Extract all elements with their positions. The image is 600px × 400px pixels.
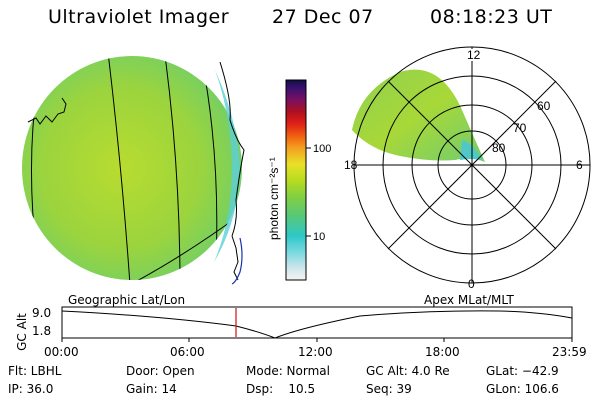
timeline-xtick-0000: 00:00 [44, 345, 79, 359]
mlt-meridians [354, 47, 590, 283]
info-dsp: Dsp: 10.5 [246, 382, 316, 396]
colorbar-units: photon cm⁻²s⁻¹ [267, 157, 281, 240]
auroral-oval [352, 69, 485, 162]
info-seq: Seq: 39 [366, 382, 412, 396]
colorbar-label-100: 100 [313, 143, 331, 155]
coastline-blue [231, 237, 243, 285]
polar-mlt-plot: 12 18 6 0 60 70 80 [344, 46, 591, 291]
colorbar-scale [285, 79, 307, 281]
info-glon: GLon: 106.6 [486, 382, 559, 396]
timeline-ytick-top: 9.0 [32, 306, 52, 320]
timeline-ticks [61, 338, 573, 342]
mlt-label-12: 12 [467, 48, 481, 62]
coastlines [27, 61, 245, 281]
info-glat: GLat: −42.9 [486, 364, 559, 378]
right-panel-label: Apex MLat/MLT [424, 293, 514, 307]
timeline-xtick-2359: 23:59 [552, 345, 587, 359]
mlat-label-60: 60 [537, 99, 551, 113]
colorbar-label-10: 10 [313, 231, 325, 243]
timeline-xtick-0600: 06:00 [170, 345, 205, 359]
info-door: Door: Open [126, 364, 195, 378]
mlat-label-80: 80 [492, 141, 506, 155]
mlt-label-18: 18 [344, 158, 358, 172]
limb-edge [214, 70, 240, 262]
info-gc-alt: GC Alt: 4.0 Re [366, 364, 450, 378]
observation-time: 08:18:23 UT [430, 6, 553, 28]
info-mode: Mode: Normal [246, 364, 330, 378]
timeline-ytick-bottom: 1.8 [32, 324, 52, 338]
observation-date: 27 Dec 07 [272, 6, 374, 28]
timeline-xtick-1800: 18:00 [425, 345, 460, 359]
info-ip: IP: 36.0 [8, 382, 54, 396]
dayglow-disk [22, 56, 242, 280]
instrument-title: Ultraviolet Imager [48, 6, 230, 28]
timeline-xtick-1200: 12:00 [298, 345, 333, 359]
timeline-ylabel: GC Alt [15, 313, 29, 351]
mlt-label-0: 0 [468, 277, 475, 291]
oval-edge [460, 140, 482, 160]
info-filter: Flt: LBHL [8, 364, 62, 378]
altitude-timeline [61, 306, 573, 342]
left-panel-label: Geographic Lat/Lon [68, 293, 186, 307]
uv-earth-image [22, 56, 245, 285]
info-gain: Gain: 14 [126, 382, 177, 396]
altitude-curve [61, 310, 573, 339]
mlat-label-70: 70 [513, 121, 527, 135]
colorbar: 100 10 photon cm⁻²s⁻¹ [267, 79, 331, 281]
mlt-label-bg [466, 49, 480, 61]
timeline-frame [61, 306, 573, 339]
mlt-label-6: 6 [576, 158, 583, 172]
